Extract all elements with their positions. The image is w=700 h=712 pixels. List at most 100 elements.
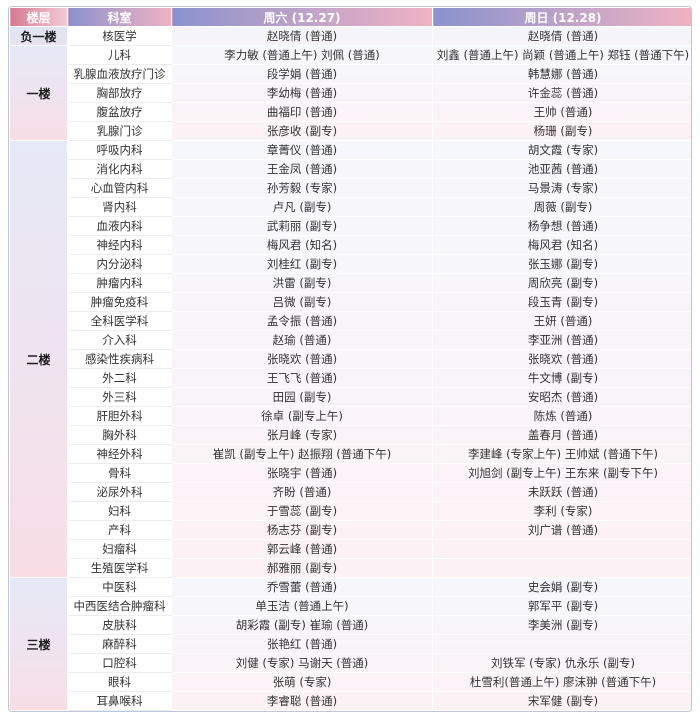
dept-cell: 呼吸内科 <box>67 140 172 160</box>
sat-cell: 孙芳毅 (专家) <box>171 178 433 198</box>
sat-cell: 胡彩霞 (副专) 崔瑜 (普通) <box>171 615 433 635</box>
sat-cell: 卢凡 (副专) <box>171 197 433 217</box>
dept-cell: 中医科 <box>67 577 172 597</box>
sat-cell: 章菁仪 (普通) <box>171 140 433 160</box>
sun-cell: 王妍 (普通) <box>432 311 691 331</box>
sun-cell: 刘广谱 (普通) <box>432 520 691 540</box>
table-row: 血液内科 武莉丽 (副专) 杨争想 (普通) <box>10 216 691 236</box>
schedule-table: 楼层 科室 周六 (12.27) 周日 (12.28) 负一楼 核医学 赵晓倩 (普… <box>9 7 691 711</box>
table-row: 胸外科 张月峰 (专家) 盖春月 (普通) <box>10 425 691 445</box>
sun-cell: 周薇 (副专) <box>432 197 691 217</box>
floor-section: 一楼 儿科 李力敏 (普通上午) 刘佩 (普通) 刘鑫 (普通上午) 尚颖 (普通上午… <box>9 45 691 141</box>
sat-cell: 曲福印 (普通) <box>171 102 433 122</box>
sun-cell: 池亚茜 (普通) <box>432 159 691 179</box>
table-row: 乳腺门诊 张彦收 (副专) 杨珊 (副专) <box>10 121 691 141</box>
floor-section: 负一楼 核医学 赵晓倩 (普通) 赵晓倩 (普通) <box>9 26 691 46</box>
sat-cell: 李睿聪 (普通) <box>171 691 433 711</box>
dept-cell: 骨科 <box>67 463 172 483</box>
table-row: 肝胆外科 徐卓 (副专上午) 陈炼 (普通) <box>10 406 691 426</box>
column-header-floor: 楼层 <box>9 7 68 27</box>
sun-cell: 刘旭剑 (副专上午) 王东来 (副专下午) <box>432 463 691 483</box>
sun-cell: 史会娟 (副专) <box>432 577 691 597</box>
sat-cell: 张萌 (专家) <box>171 672 433 692</box>
table-row: 神经内科 梅风君 (知名) 梅风君 (知名) <box>10 235 691 255</box>
table-header: 楼层 科室 周六 (12.27) 周日 (12.28) <box>9 7 691 27</box>
dept-cell: 妇科 <box>67 501 172 521</box>
table-row: 负一楼 核医学 赵晓倩 (普通) 赵晓倩 (普通) <box>9 26 691 46</box>
table-row: 腹盆放疗 曲福印 (普通) 王帅 (普通) <box>10 102 691 122</box>
sun-cell: 陈炼 (普通) <box>432 406 691 426</box>
dept-cell: 血液内科 <box>67 216 172 236</box>
table-row: 妇瘤科 郭云峰 (普通) <box>10 539 691 559</box>
sun-cell: 郭军平 (副专) <box>432 596 691 616</box>
sat-cell: 于雪蕊 (副专) <box>171 501 433 521</box>
sun-cell: 赵晓倩 (普通) <box>432 26 691 46</box>
sat-cell: 乔雪蕾 (普通) <box>171 577 433 597</box>
sun-cell: 韩慧娜 (普通) <box>432 64 691 84</box>
sun-cell: 李美洲 (副专) <box>432 615 691 635</box>
sat-cell: 刘健 (专家) 马谢天 (普通) <box>171 653 433 673</box>
dept-cell: 感染性疾病科 <box>67 349 172 369</box>
dept-cell: 外三科 <box>67 387 172 407</box>
sat-cell: 齐盼 (普通) <box>171 482 433 502</box>
column-header-saturday: 周六 (12.27) <box>171 7 433 27</box>
sun-cell: 杨珊 (副专) <box>432 121 691 141</box>
sat-cell: 王飞飞 (普通) <box>171 368 433 388</box>
table-row: 肿瘤免疫科 吕微 (副专) 段玉青 (副专) <box>10 292 691 312</box>
dept-cell: 泌尿外科 <box>67 482 172 502</box>
table-row: 骨科 张晓宇 (普通) 刘旭剑 (副专上午) 王东来 (副专下午) <box>10 463 691 483</box>
table-row: 心血管内科 孙芳毅 (专家) 马景涛 (专家) <box>10 178 691 198</box>
sat-cell: 田园 (副专) <box>171 387 433 407</box>
table-row: 外二科 王飞飞 (普通) 牛文博 (副专) <box>10 368 691 388</box>
table-row: 耳鼻喉科 李睿聪 (普通) 宋军健 (副专) <box>10 691 691 711</box>
table-row: 感染性疾病科 张晓欢 (普通) 张晓欢 (普通) <box>10 349 691 369</box>
sat-cell: 张彦收 (副专) <box>171 121 433 141</box>
dept-cell: 肿瘤内科 <box>67 273 172 293</box>
sun-cell: 李建峰 (专家上午) 王帅斌 (普通下午) <box>432 444 691 464</box>
floor-cell: 二楼 <box>9 140 68 578</box>
floor-cell: 三楼 <box>9 577 68 711</box>
sun-cell: 张晓欢 (普通) <box>432 349 691 369</box>
dept-cell: 耳鼻喉科 <box>67 691 172 711</box>
sat-cell: 崔凯 (副专上午) 赵振翔 (普通下午) <box>171 444 433 464</box>
sun-cell: 许金蕊 (普通) <box>432 83 691 103</box>
sat-cell: 徐卓 (副专上午) <box>171 406 433 426</box>
sun-cell <box>432 634 691 654</box>
sat-cell: 赵晓倩 (普通) <box>171 26 433 46</box>
table-row: 肾内科 卢凡 (副专) 周薇 (副专) <box>10 197 691 217</box>
dept-cell: 介入科 <box>67 330 172 350</box>
dept-cell: 神经外科 <box>67 444 172 464</box>
dept-cell: 消化内科 <box>67 159 172 179</box>
table-row: 麻醉科 张艳红 (普通) <box>10 634 691 654</box>
sat-cell: 刘桂红 (副专) <box>171 254 433 274</box>
table-row: 眼科 张萌 (专家) 杜雪利(普通上午) 廖沫翀 (普通下午) <box>10 672 691 692</box>
sun-cell: 杨争想 (普通) <box>432 216 691 236</box>
table-row: 肿瘤内科 洪雷 (副专) 周欣亮 (副专) <box>10 273 691 293</box>
sun-cell: 梅风君 (知名) <box>432 235 691 255</box>
dept-cell: 眼科 <box>67 672 172 692</box>
sat-cell: 张晓宇 (普通) <box>171 463 433 483</box>
sun-cell: 李亚洲 (普通) <box>432 330 691 350</box>
dept-cell: 麻醉科 <box>67 634 172 654</box>
dept-cell: 乳腺门诊 <box>67 121 172 141</box>
sun-cell: 刘鑫 (普通上午) 尚颖 (普通上午) 郑钰 (普通下午) <box>432 45 691 65</box>
sun-cell: 盖春月 (普通) <box>432 425 691 445</box>
dept-cell: 肿瘤免疫科 <box>67 292 172 312</box>
sat-cell: 单玉洁 (普通上午) <box>171 596 433 616</box>
sat-cell: 洪雷 (副专) <box>171 273 433 293</box>
dept-cell: 皮肤科 <box>67 615 172 635</box>
dept-cell: 生殖医学科 <box>67 558 172 578</box>
floor-cell: 一楼 <box>9 45 68 141</box>
floor-cell: 负一楼 <box>9 26 68 46</box>
sat-cell: 杨志芬 (副专) <box>171 520 433 540</box>
sat-cell: 郭云峰 (普通) <box>171 539 433 559</box>
table-row: 神经外科 崔凯 (副专上午) 赵振翔 (普通下午) 李建峰 (专家上午) 王帅斌 (… <box>10 444 691 464</box>
sat-cell: 赵瑜 (普通) <box>171 330 433 350</box>
column-header-department: 科室 <box>67 7 172 27</box>
dept-cell: 口腔科 <box>67 653 172 673</box>
dept-cell: 肝胆外科 <box>67 406 172 426</box>
dept-cell: 乳腺血液放疗门诊 <box>67 64 172 84</box>
sun-cell: 王帅 (普通) <box>432 102 691 122</box>
table-row: 口腔科 刘健 (专家) 马谢天 (普通) 刘铁军 (专家) 仇永乐 (副专) <box>10 653 691 673</box>
sat-cell: 张月峰 (专家) <box>171 425 433 445</box>
